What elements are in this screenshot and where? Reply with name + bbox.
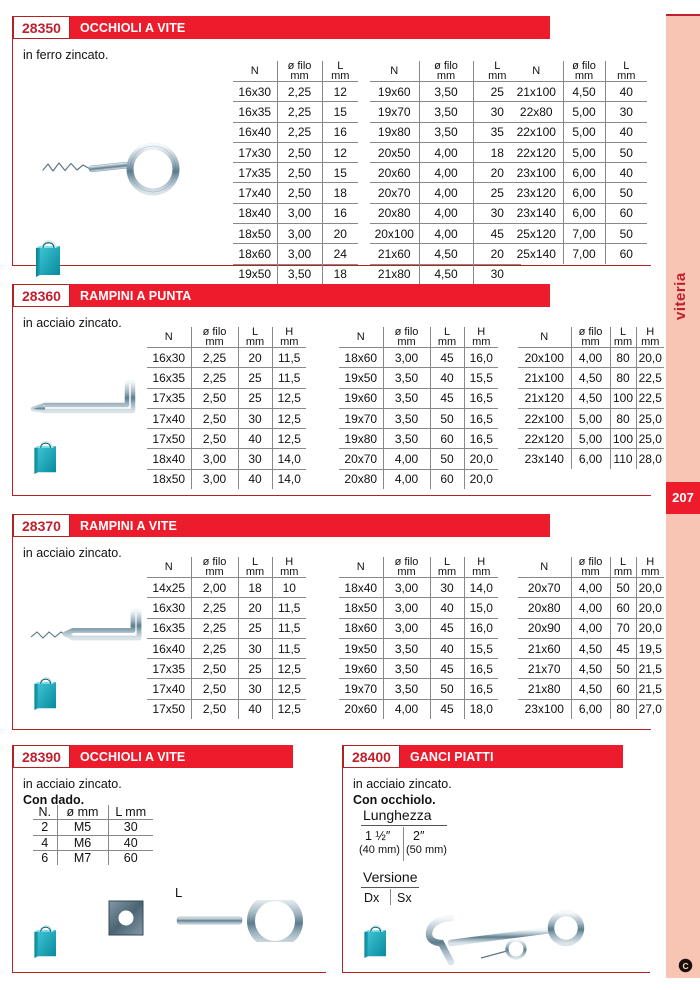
svg-text:C: C: [682, 961, 688, 971]
